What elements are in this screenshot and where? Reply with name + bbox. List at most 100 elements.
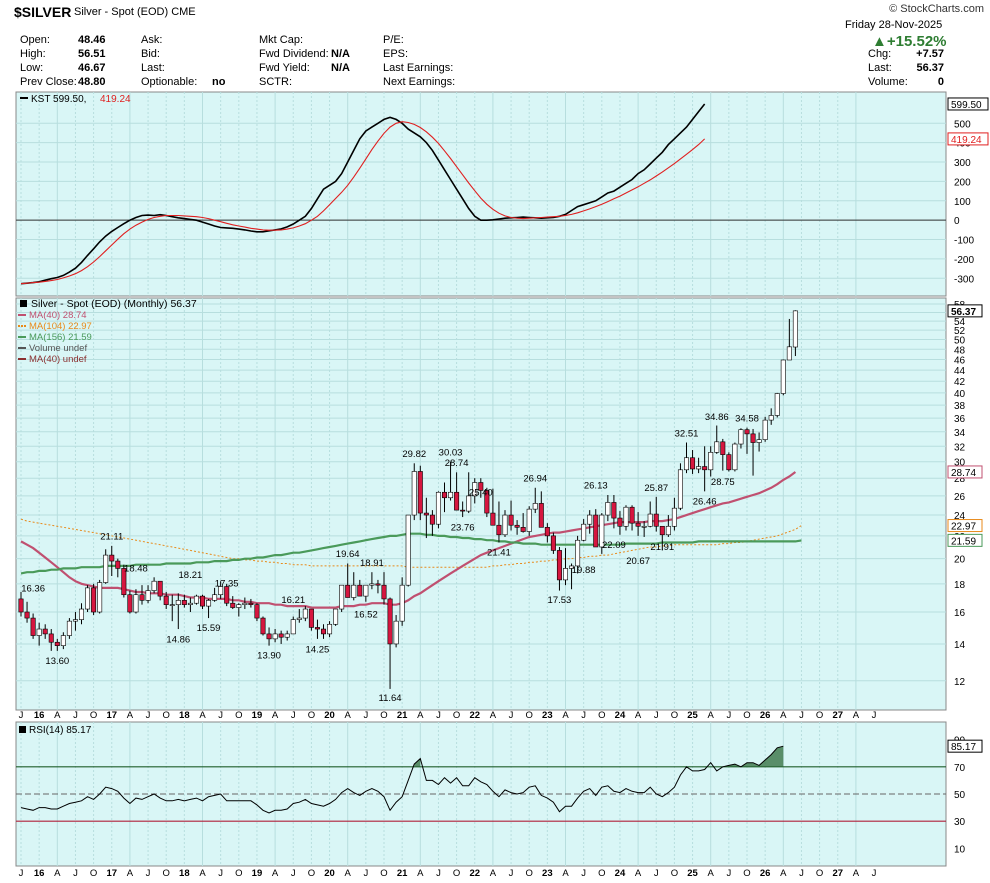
kst-last-value-kst: 599.50 [951, 100, 982, 111]
x-axis-label: O [526, 868, 533, 879]
price-annotation: 29.82 [402, 449, 426, 460]
x-axis-label: J [146, 868, 151, 879]
candle-up [72, 619, 78, 622]
quote-mid2-label-2: Fwd Yield: [259, 62, 310, 74]
candle-down [42, 628, 48, 635]
candle-down [224, 586, 230, 604]
x-axis-label: J [726, 710, 731, 721]
x-axis-label: A [417, 710, 424, 721]
candle-up [623, 506, 629, 527]
up-triangle-icon: ▲ [872, 33, 887, 50]
candle-up [327, 623, 333, 635]
x-axis-label: J [19, 710, 24, 721]
x-axis-label: O [598, 868, 605, 879]
x-axis-label: 17 [106, 868, 117, 879]
candle-up [79, 608, 85, 620]
price-ma104-line [20, 518, 802, 568]
candle-up [581, 523, 587, 541]
kst-last-value-box [947, 97, 989, 111]
price-annotation: 16.21 [281, 595, 305, 606]
x-axis-label: J [73, 710, 78, 721]
candle-up [66, 620, 72, 636]
kst-tick-label: -300 [954, 274, 974, 285]
candle-down [478, 482, 484, 491]
quote-left-label-3: Prev Close: [20, 76, 77, 88]
quote-left-label-2: Low: [20, 62, 44, 74]
candle-up [339, 584, 345, 610]
candle-down [157, 580, 163, 597]
candle-down [550, 535, 556, 551]
candle-down [593, 514, 599, 548]
candle-up [405, 514, 411, 586]
price-annotation: 21.41 [487, 547, 511, 558]
candle-down [357, 584, 363, 597]
x-axis-label: A [272, 710, 279, 721]
candle-down [496, 524, 502, 536]
x-axis-label: O [671, 710, 678, 721]
watermark[interactable]: © StockCharts.com [889, 3, 984, 15]
quote-mid2-value-2: N/A [331, 62, 350, 74]
x-axis-label: A [127, 710, 134, 721]
quote-right-label-0: Chg: [868, 48, 892, 60]
price-annotation: 28.75 [711, 477, 735, 488]
quote-left-value-3: 48.80 [78, 76, 106, 88]
candle-up [526, 508, 532, 532]
x-axis-label: J [581, 710, 586, 721]
symbol: $SILVER [14, 4, 72, 20]
candle-down [181, 600, 187, 605]
x-axis-label: A [272, 868, 279, 879]
price-annotation: 28.74 [445, 458, 469, 469]
rsi-last-value: 85.17 [951, 742, 976, 753]
candle-up [290, 619, 296, 635]
price-annotation: 11.64 [379, 693, 402, 704]
x-axis-label: O [743, 868, 750, 879]
x-axis-label: 25 [687, 710, 698, 721]
kst-tick-label: -200 [954, 255, 974, 266]
candle-up [36, 628, 42, 636]
candle-down [490, 512, 496, 526]
price-tick-label: 26 [954, 492, 966, 503]
x-axis-label: A [490, 710, 497, 721]
price-tick-label: 50 [954, 336, 966, 347]
candle-up [103, 554, 109, 583]
x-axis-label: A [562, 710, 569, 721]
price-tick-label: 28 [954, 474, 966, 485]
price-annotation: 20.67 [626, 556, 650, 567]
x-axis-label: J [291, 868, 296, 879]
candle-up [236, 604, 242, 608]
price-annotation: 34.86 [705, 412, 729, 423]
candle-up [187, 602, 193, 605]
x-axis-label: O [380, 868, 387, 879]
x-axis-label: J [436, 710, 441, 721]
quote-left-value-0: 48.46 [78, 34, 106, 46]
quote-mid1-value-3: no [212, 76, 226, 88]
x-axis-label: 26 [760, 868, 771, 879]
price-candles [18, 310, 798, 689]
candle-up [411, 471, 417, 516]
candle-down [381, 584, 387, 600]
price-tick-label: 20 [954, 555, 966, 566]
candle-down [139, 594, 145, 601]
price-tick-label: 16 [954, 608, 966, 619]
rsi-legend-swatch [19, 726, 26, 733]
candle-up [218, 586, 224, 596]
quote-right-value-2: 0 [937, 76, 944, 88]
x-axis-label: A [853, 868, 860, 879]
quote-left-value-2: 46.67 [78, 62, 106, 74]
candle-down [18, 598, 24, 613]
x-axis-label: 21 [397, 868, 408, 879]
candle-up [60, 635, 66, 646]
candle-down [544, 527, 550, 537]
candle-down [653, 513, 659, 527]
price-title: Silver - Spot (EOD) (Monthly) 56.37 [31, 298, 197, 310]
candle-down [702, 466, 708, 471]
price-tick-label: 38 [954, 401, 966, 412]
x-axis-label: O [308, 868, 315, 879]
change-percent: ▲+15.52% [872, 33, 947, 50]
price-last-value: 22.97 [951, 522, 976, 533]
kst-tick-label: -100 [954, 236, 974, 247]
candle-up [369, 583, 375, 586]
candle-down [248, 602, 254, 605]
